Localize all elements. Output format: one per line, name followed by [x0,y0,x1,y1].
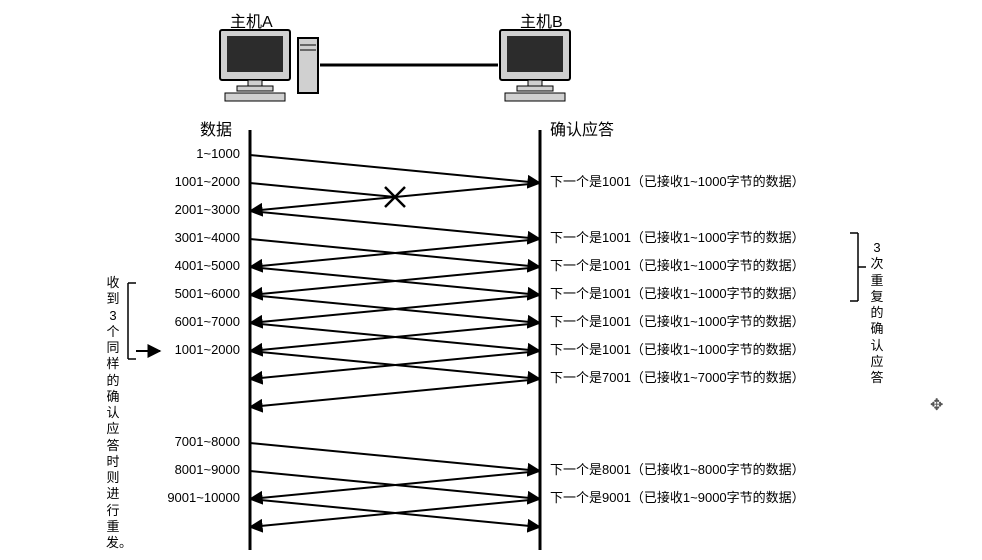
text-label: 5001~6000 [175,287,240,301]
text-label: 下一个是1001（已接收1~1000字节的数据） [550,315,805,329]
right-annotation: 3次重复的确认应答 [870,240,884,386]
text-label: 下一个是1001（已接收1~1000字节的数据） [550,231,805,245]
text-label: 主机B [520,14,563,32]
text-label: 4001~5000 [175,259,240,273]
text-label: 下一个是1001（已接收1~1000字节的数据） [550,287,805,301]
text-label: 1001~2000 [175,175,240,189]
diagram-stage: 主机A 主机B 数据 确认应答 1~1000 1001~2000 2001~3000 3001… [0,0,982,560]
text-label: 2001~3000 [175,203,240,217]
text-label: 8001~9000 [175,463,240,477]
text-label: 下一个是1001（已接收1~1000字节的数据） [550,343,805,357]
text-label: 1001~2000 [175,343,240,357]
text-label: 7001~8000 [175,435,240,449]
text-label: 下一个是7001（已接收1~7000字节的数据） [550,371,805,385]
text-label: 1~1000 [196,147,240,161]
text-label: 数据 [200,122,232,140]
move-cursor-icon: ✥ [930,395,943,415]
text-label: 9001~10000 [167,491,240,505]
text-label: 6001~7000 [175,315,240,329]
left-annotation: 收到3个同样的确认应答时则进行重发。 [106,275,120,551]
text-label: 主机A [230,14,273,32]
text-label: 下一个是8001（已接收1~8000字节的数据） [550,463,805,477]
text-label: 3001~4000 [175,231,240,245]
text-label: 下一个是1001（已接收1~1000字节的数据） [550,175,805,189]
text-label: 下一个是9001（已接收1~9000字节的数据） [550,491,805,505]
text-label: 确认应答 [550,122,614,140]
text-label: 下一个是1001（已接收1~1000字节的数据） [550,259,805,273]
